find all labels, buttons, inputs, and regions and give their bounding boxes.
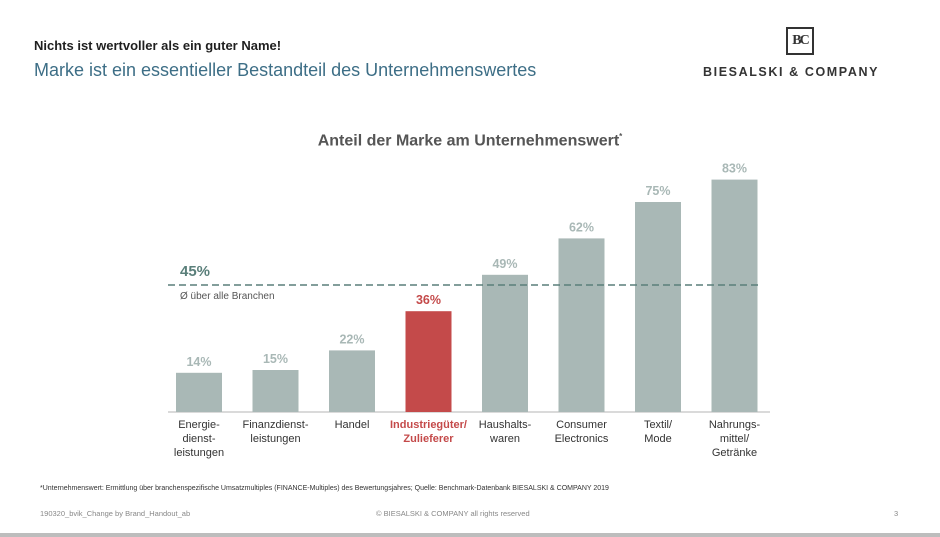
bar-5: [558, 238, 605, 412]
chart-title-marker: *: [619, 132, 623, 141]
category-label-7: Nahrungs-mittel/Getränke: [709, 419, 761, 459]
category-label-line: Electronics: [555, 433, 609, 445]
company-logo-name: BIESALSKI & COMPANY: [703, 65, 880, 79]
category-label-6: Textil/Mode: [644, 419, 673, 445]
category-label-line: Nahrungs-: [709, 419, 761, 431]
category-label-line: Energie-: [178, 419, 220, 431]
bar-value-label-3: 36%: [416, 293, 441, 307]
average-caption: Ø über alle Branchen: [180, 291, 275, 302]
category-label-line: Industriegüter/: [390, 419, 467, 431]
category-label-line: Consumer: [556, 419, 607, 431]
page-number: 3: [894, 509, 899, 518]
bar-value-label-2: 22%: [339, 332, 364, 346]
category-label-line: waren: [489, 433, 520, 445]
category-label-line: Handel: [335, 419, 370, 431]
category-label-line: Getränke: [712, 447, 757, 459]
category-label-line: leistungen: [174, 447, 224, 459]
category-label-line: dienst-: [182, 433, 215, 445]
bar-0: [176, 372, 222, 412]
bar-value-label-6: 75%: [645, 184, 670, 198]
bar-value-label-5: 62%: [569, 220, 594, 234]
bar-1: [252, 370, 299, 412]
copyright-notice: © BIESALSKI & COMPANY all rights reserve…: [376, 509, 530, 518]
bar-7: [711, 179, 758, 412]
category-label-line: Finanzdienst-: [242, 419, 308, 431]
category-label-2: Handel: [335, 419, 370, 431]
category-label-line: Haushalts-: [479, 419, 532, 431]
average-value-label: 45%: [180, 263, 210, 280]
category-label-3: Industriegüter/Zulieferer: [390, 419, 467, 445]
bar-value-label-4: 49%: [492, 257, 517, 271]
chart-title-text: Anteil der Marke am Unternehmenswert: [317, 132, 620, 150]
category-label-1: Finanzdienst-leistungen: [242, 419, 308, 445]
category-label-line: leistungen: [250, 433, 300, 445]
category-label-0: Energie-dienst-leistungen: [174, 419, 224, 459]
bar-6: [635, 202, 681, 412]
bar-value-label-1: 15%: [263, 352, 288, 366]
category-label-line: Mode: [644, 433, 672, 445]
bar-value-label-7: 83%: [722, 162, 747, 176]
slide-kicker: Nichts ist wertvoller als ein guter Name…: [34, 38, 282, 53]
category-label-line: Zulieferer: [403, 433, 454, 445]
slide-headline: Marke ist ein essentieller Bestandteil d…: [34, 60, 537, 80]
category-label-line: mittel/: [720, 433, 750, 445]
category-label-5: Consumer Electronics: [555, 419, 609, 445]
bar-2: [329, 350, 375, 412]
document-id: 190320_bvik_Change by Brand_Handout_ab: [40, 509, 191, 518]
bar-4: [482, 274, 528, 412]
category-label-4: Haushalts-waren: [479, 419, 532, 445]
footnote: *Unternehmenswert: Ermittlung über branc…: [40, 485, 609, 492]
company-logo-icon: BC: [786, 27, 814, 55]
bar-value-label-0: 14%: [186, 355, 211, 369]
bar-3: [405, 311, 452, 412]
category-label-line: Textil/: [644, 419, 673, 431]
chart-title: Anteil der Marke am Unternehmenswert*: [0, 132, 940, 150]
bottom-divider: [0, 533, 940, 537]
